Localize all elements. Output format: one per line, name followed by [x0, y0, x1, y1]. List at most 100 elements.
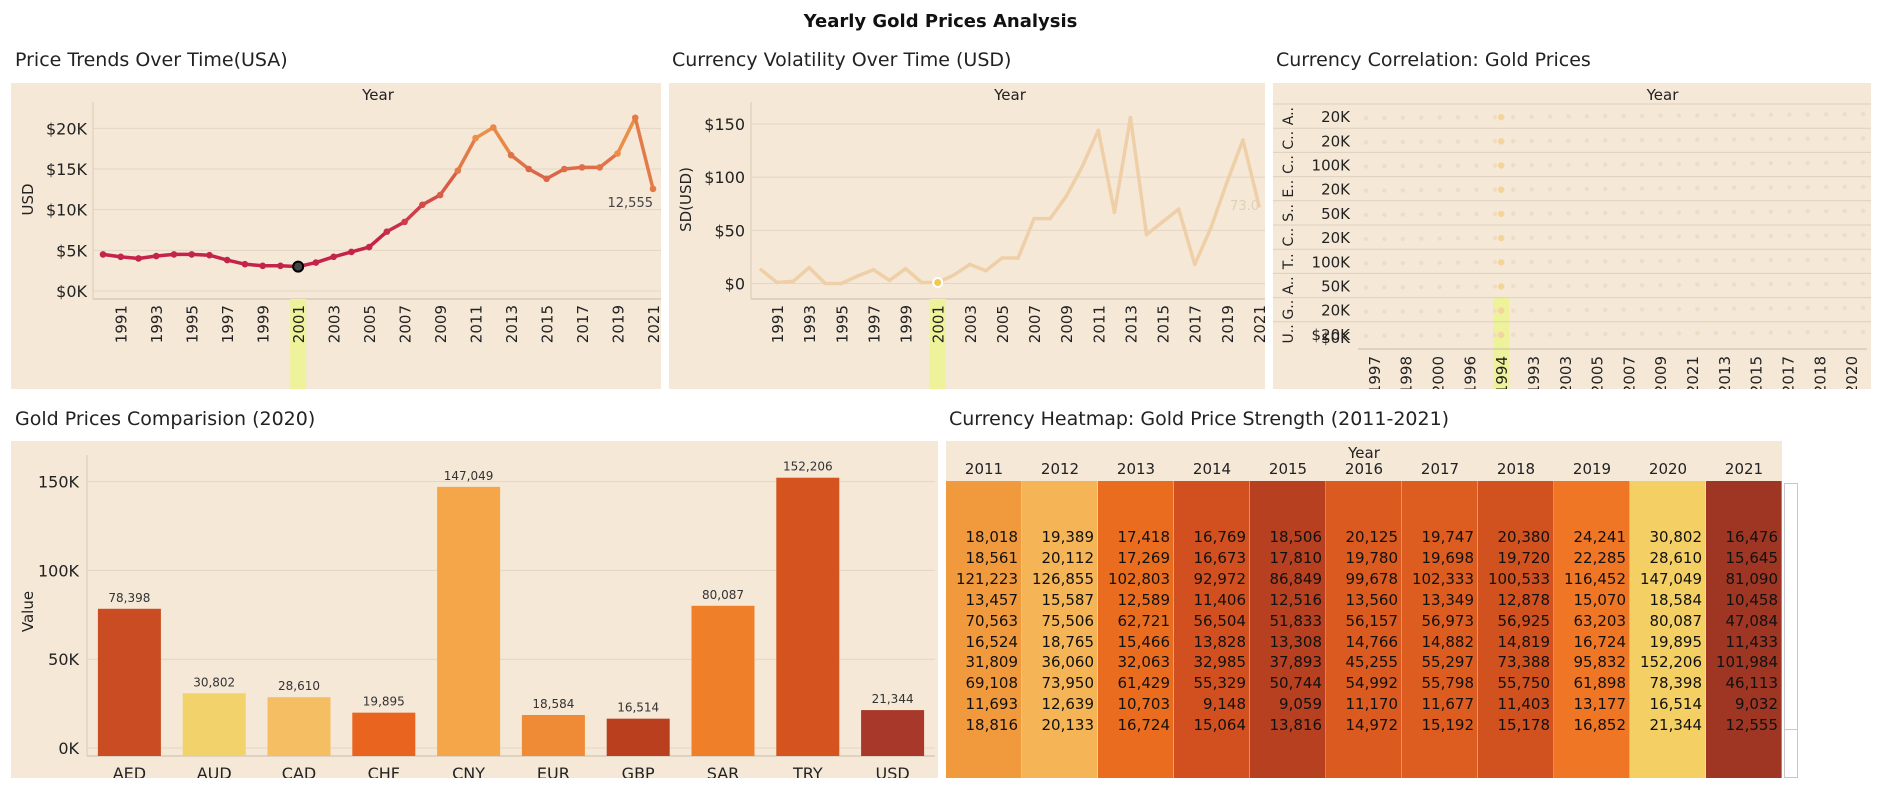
scatter-dot — [1400, 309, 1406, 314]
scatter-dot — [1566, 138, 1571, 143]
heatmap-cell-value: 11,433 — [1725, 632, 1779, 651]
scatter-dot — [1419, 163, 1424, 169]
comparison-chart[interactable]: 0K 50K 100K 150K Value 78,398 AED 30,802 AUD 28,6… — [11, 441, 938, 783]
y-axis-label: SD(USD) — [677, 167, 695, 232]
heatmap-scrollbar[interactable] — [1784, 483, 1798, 778]
scatter-dot — [1455, 332, 1461, 338]
series-segment — [1209, 180, 1229, 230]
bar-value-label: 147,049 — [444, 469, 494, 483]
heatmap-column-header: 2014 — [1192, 460, 1232, 478]
x-category-label: SAR — [707, 764, 740, 778]
scatter-dot — [1823, 305, 1829, 311]
heatmap-column-fill — [1402, 481, 1478, 778]
scatter-dot — [1547, 308, 1553, 313]
row-label: C.. — [1281, 228, 1297, 247]
scatter-dot — [1419, 309, 1424, 314]
heatmap-cell-value: 30,802 — [1649, 528, 1703, 546]
selected-scatter-dot — [1497, 138, 1505, 145]
scatter-dot — [1492, 163, 1498, 168]
x-category-label: CAD — [282, 764, 316, 778]
scatter-dot — [1511, 138, 1516, 144]
scatter-dot — [1658, 137, 1663, 143]
correlation-panel[interactable]: Year A.. 20K C.. 20K C.. 100K E.. 20K S.. 50K C.. 20… — [1273, 83, 1871, 394]
scatter-dot — [1695, 282, 1700, 288]
scatter-dot — [1547, 259, 1553, 265]
scatter-dot — [1842, 305, 1847, 311]
comparison-title: Gold Prices Comparision (2020) — [15, 408, 316, 430]
series-segment — [633, 116, 655, 191]
scatter-dot — [1676, 185, 1682, 191]
bar-value-label: 30,802 — [193, 675, 235, 689]
heatmap-cell-value: 70,563 — [965, 611, 1019, 630]
correlation-chart[interactable]: Year A.. 20K C.. 20K C.. 100K E.. 20K S.. 50K C.. 20… — [1273, 83, 1871, 394]
heatmap-cell-value: 86,849 — [1269, 569, 1323, 588]
scatter-dot — [1676, 113, 1682, 118]
scatter-dot — [1658, 331, 1663, 336]
scatter-dot — [1750, 257, 1755, 263]
heatmap-cell-value: 92,972 — [1193, 569, 1247, 588]
scatter-dot — [1842, 257, 1847, 262]
x-tick-label: 2013 — [503, 305, 521, 343]
series-segment — [527, 167, 549, 181]
scatter-dot — [1842, 160, 1847, 165]
price-trend-title: Price Trends Over Time(USA) — [15, 49, 288, 71]
scatter-dot — [1731, 161, 1737, 166]
volatility-title: Currency Volatility Over Time (USD) — [672, 49, 1012, 71]
data-point — [436, 191, 444, 199]
scatter-dot — [1455, 115, 1461, 120]
heatmap-cell-value: 99,678 — [1345, 569, 1399, 588]
heatmap-cell-value: 16,514 — [1649, 695, 1703, 714]
data-point — [223, 256, 231, 264]
scatter-dot — [1805, 305, 1810, 311]
heatmap-cell-value: 16,852 — [1573, 716, 1627, 735]
heatmap-cell-value: 45,255 — [1345, 653, 1399, 672]
heatmap-grid[interactable]: 2011 2012 2013 2014 2015 2016 2017 2018 2019 2020… — [946, 460, 1782, 778]
scatter-dot — [1805, 160, 1810, 166]
x-tick-label: 2013 — [1122, 305, 1140, 343]
volatility-panel[interactable]: Year $0 $50 $100 $150 SD(USD) 1991 1993 1995 1997… — [669, 83, 1269, 389]
scatter-dot — [1437, 163, 1442, 169]
volatility-chart[interactable]: Year $0 $50 $100 $150 SD(USD) 1991 1993 1995 1997… — [669, 83, 1269, 389]
scatter-dot — [1437, 236, 1442, 241]
heatmap-cell-value: 55,297 — [1421, 653, 1475, 672]
heatmap-panel[interactable]: Year 2011 2012 2013 2014 2015 2016 2017 2018 201… — [946, 441, 1782, 778]
scatter-dot — [1676, 137, 1682, 142]
heatmap-cell-value: 19,720 — [1497, 548, 1551, 567]
heatmap-cell-value: 63,203 — [1573, 611, 1627, 630]
y-tick-label: $100 — [704, 168, 745, 187]
heatmap-column-fill — [1174, 481, 1250, 778]
scatter-dot — [1676, 282, 1682, 288]
scatter-dot — [1842, 329, 1847, 335]
bar-aud — [182, 693, 246, 756]
x-tick-label: 1997 — [219, 305, 237, 343]
scatter-dot — [1492, 308, 1498, 313]
scatter-dot — [1731, 209, 1737, 215]
bar-cad — [267, 697, 331, 756]
scatter-dot — [1860, 329, 1866, 335]
scatter-dot — [1363, 188, 1369, 193]
scatter-dot — [1566, 114, 1571, 119]
x-tick-label: 2021 — [1251, 305, 1265, 343]
scatter-dot — [1805, 257, 1810, 262]
row-tick-label: 50K — [1321, 205, 1351, 223]
scatter-dot — [1658, 258, 1663, 264]
scatter-dot — [1437, 284, 1442, 290]
price-trend-chart[interactable]: Year $0K $5K $10K $15K $20K USD 1991 1993 1995 199… — [11, 83, 663, 389]
comparison-panel[interactable]: 0K 50K 100K 150K Value 78,398 AED 30,802 AUD 28,6… — [11, 441, 938, 783]
heatmap-cell-value: 126,855 — [1031, 569, 1094, 588]
scatter-dot — [1474, 236, 1479, 241]
heatmap-cell-value: 20,125 — [1345, 528, 1399, 546]
scatter-dot — [1400, 212, 1406, 217]
scatter-dot — [1750, 306, 1755, 311]
scatter-dot — [1511, 163, 1516, 168]
scatter-dot — [1603, 138, 1608, 143]
price-trend-panel[interactable]: Year $0K $5K $10K $15K $20K USD 1991 1993 1995 199… — [11, 83, 663, 389]
heatmap-cell-value: 20,380 — [1497, 528, 1551, 546]
scatter-dot — [1768, 330, 1774, 335]
y-tick-label: 50K — [48, 650, 79, 669]
scatter-dot — [1842, 233, 1847, 238]
data-point — [383, 228, 391, 235]
scatter-dot — [1731, 185, 1737, 190]
scatter-dot — [1695, 306, 1700, 312]
scatter-dot — [1639, 113, 1645, 119]
